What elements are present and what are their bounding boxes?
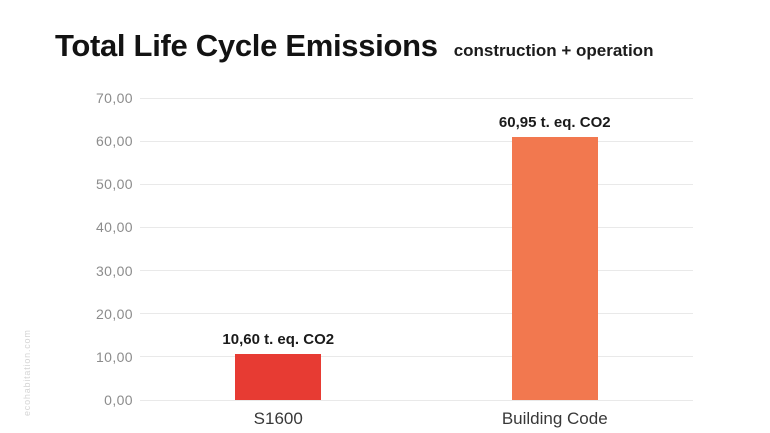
gridline (140, 356, 693, 358)
chart-header: Total Life Cycle Emissions construction … (55, 28, 653, 64)
y-axis-tick-label: 0,00 (104, 392, 133, 408)
gridline (140, 226, 693, 228)
y-axis-tick-label: 20,00 (95, 305, 133, 322)
bar-value-label: 10,60 t. eq. CO2 (222, 331, 335, 349)
x-axis: S1600 Building Code (140, 407, 693, 431)
y-axis-tick-label: 40,00 (95, 219, 133, 236)
x-axis-category-label: S1600 (253, 409, 303, 428)
y-axis: 0,00 10,00 20,00 30,00 40,00 50,00 60,00 70,00 (58, 90, 133, 408)
bar-building-code (511, 137, 598, 400)
gridline (140, 313, 693, 315)
gridline (140, 140, 693, 142)
gridline (140, 270, 693, 272)
y-axis-tick-label: 60,00 (95, 133, 133, 150)
watermark: ecohabitation.com (22, 329, 32, 416)
y-axis-tick-label: 30,00 (95, 262, 133, 279)
x-axis-category-label: Building Code (501, 409, 608, 428)
bar-s1600 (235, 354, 322, 400)
gridline (140, 399, 693, 401)
y-axis-tick-label: 70,00 (95, 90, 133, 106)
bar-value-label: 60,95 t. eq. CO2 (498, 114, 611, 132)
y-axis-tick-label: 50,00 (95, 176, 133, 193)
chart-subtitle: construction + operation (453, 41, 654, 60)
chart-title: Total Life Cycle Emissions (55, 28, 438, 63)
gridline (140, 183, 693, 185)
plot-area: 10,60 t. eq. CO2 60,95 t. eq. CO2 (140, 97, 693, 401)
y-axis-tick-label: 10,00 (95, 348, 133, 365)
gridline (140, 97, 693, 99)
